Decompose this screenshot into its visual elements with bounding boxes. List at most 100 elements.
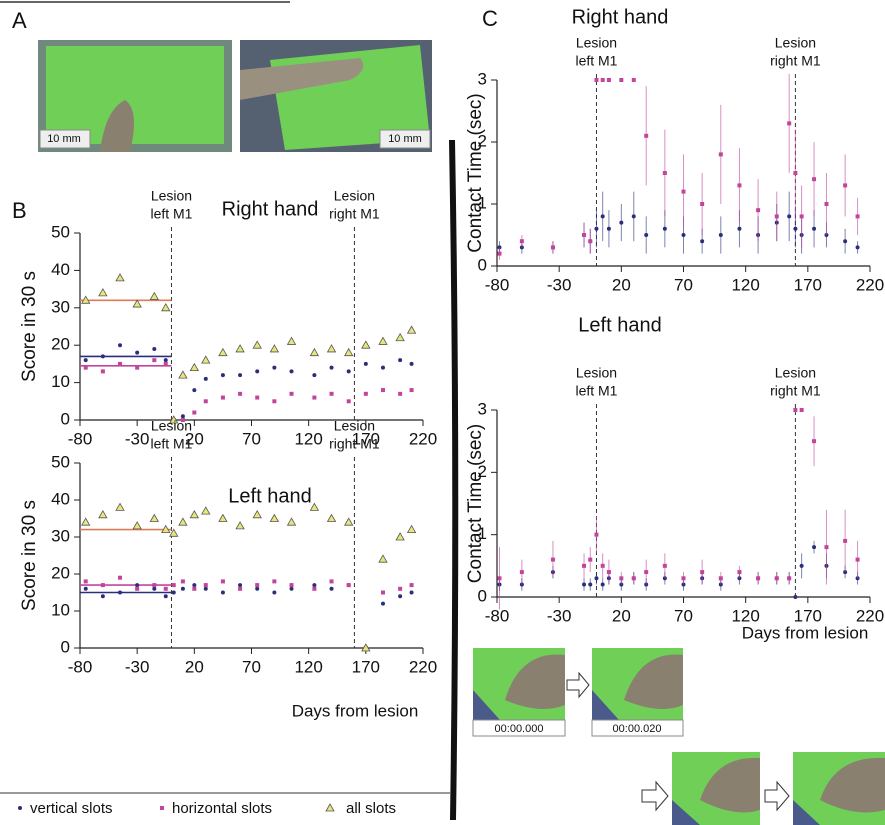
point [787, 576, 792, 581]
point [644, 570, 649, 575]
y-axis-label: Contact Time (sec) [465, 424, 486, 583]
timestamp: 00:00.000 [495, 723, 544, 735]
point [378, 554, 388, 563]
point [681, 576, 686, 581]
legend-label: vertical slots [30, 800, 113, 817]
point [152, 346, 157, 351]
y-axis-label: Score in 30 s [19, 500, 40, 611]
point [812, 545, 817, 550]
point [203, 376, 208, 381]
point [519, 570, 524, 575]
point [662, 171, 667, 175]
point [272, 365, 277, 370]
annotation: Lesion [775, 35, 816, 51]
point [600, 78, 605, 82]
x-tick-label: 70 [674, 275, 693, 294]
photo [793, 752, 885, 825]
point [286, 336, 297, 345]
point [272, 590, 277, 595]
point [180, 579, 185, 584]
point [644, 133, 649, 138]
point [329, 579, 334, 584]
y-tick-label: 30 [51, 297, 70, 316]
annotation: right M1 [329, 206, 380, 222]
panel-label: B [12, 198, 27, 223]
point [309, 347, 320, 357]
x-tick-label: 120 [294, 429, 322, 448]
point [118, 575, 123, 580]
point [380, 365, 385, 370]
y-tick-label: 0 [61, 409, 70, 428]
point [700, 570, 705, 575]
point [289, 369, 294, 374]
x-tick-label: 120 [294, 657, 322, 676]
point [98, 288, 108, 297]
point [152, 358, 157, 363]
point [737, 226, 742, 231]
point [252, 509, 262, 519]
y-tick-label: 10 [51, 372, 70, 391]
point [115, 273, 125, 282]
x-tick-label: 70 [674, 606, 693, 625]
y-tick-label: 10 [51, 600, 70, 619]
annotation: Lesion [151, 418, 192, 434]
x-tick-label: 170 [794, 606, 822, 625]
point [361, 340, 371, 349]
point [793, 226, 798, 231]
point [343, 347, 354, 357]
y-tick-label: 40 [51, 489, 70, 508]
point [406, 524, 417, 533]
point [550, 557, 555, 562]
y-tick-label: 0 [478, 255, 487, 274]
point [118, 361, 123, 366]
point [269, 344, 280, 353]
annotation: left M1 [150, 206, 192, 222]
arrow [764, 780, 790, 812]
annotation: right M1 [329, 436, 380, 452]
point [178, 517, 188, 526]
point [135, 365, 140, 370]
point [289, 586, 294, 591]
point [220, 579, 225, 584]
point [588, 582, 593, 587]
x-tick-label: 220 [856, 275, 884, 294]
x-axis-label: Days from lesion [292, 701, 419, 720]
point [163, 594, 168, 599]
point [98, 509, 108, 519]
y-tick-label: 2 [478, 462, 487, 481]
point [582, 563, 587, 568]
panel-label: A [12, 8, 27, 33]
point [787, 214, 792, 219]
annotation: left M1 [575, 383, 617, 399]
point [363, 361, 368, 366]
point [135, 583, 140, 588]
point [793, 171, 798, 175]
point [363, 391, 368, 396]
y-tick-label: 3 [478, 69, 487, 88]
point [409, 388, 414, 393]
point [163, 358, 168, 363]
point [606, 226, 611, 231]
point [582, 233, 587, 237]
y-tick-label: 40 [51, 260, 70, 279]
point [346, 583, 351, 588]
point [289, 583, 294, 588]
point [346, 369, 351, 374]
point [180, 586, 185, 591]
point [272, 399, 277, 404]
x-tick-label: 220 [409, 429, 437, 448]
y-tick-label: 1 [478, 193, 487, 212]
point [600, 563, 605, 568]
legend-marker [325, 803, 335, 812]
point [606, 570, 611, 575]
point [83, 579, 88, 584]
annotation: Lesion [576, 365, 617, 381]
y-tick-label: 20 [51, 563, 70, 582]
point [395, 532, 405, 541]
point [100, 583, 105, 588]
point [255, 583, 260, 588]
x-tick-label: 170 [352, 657, 380, 676]
point [83, 365, 88, 370]
point [588, 557, 593, 562]
point [163, 586, 168, 591]
